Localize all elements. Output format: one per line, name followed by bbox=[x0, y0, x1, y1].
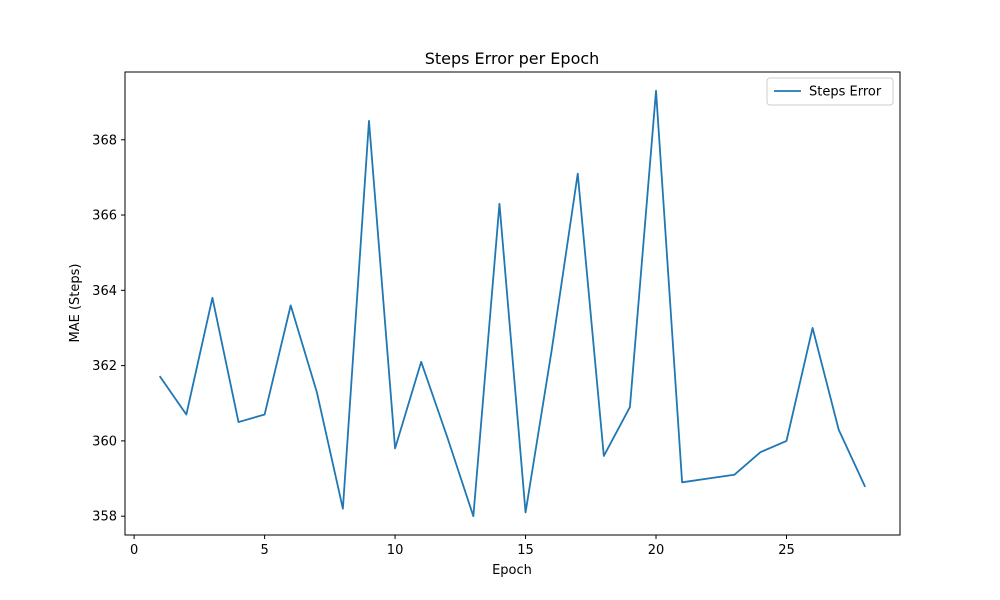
series-line-0 bbox=[158, 89, 866, 518]
x-tick-label-0: 0 bbox=[130, 543, 138, 558]
plot-area: 0 5 10 15 20 25 358 360 362 364 366 368 Steps Error bbox=[92, 71, 901, 558]
y-tick-label-2: 362 bbox=[92, 359, 117, 374]
x-tick-label-1: 5 bbox=[260, 543, 268, 558]
x-tick-label-2: 10 bbox=[387, 543, 404, 558]
legend: Steps Error bbox=[766, 77, 894, 106]
y-tick-label-0: 358 bbox=[92, 510, 117, 525]
y-tick-label-4: 366 bbox=[92, 209, 117, 224]
y-tick-label-1: 360 bbox=[92, 434, 117, 449]
y-tick-label-5: 368 bbox=[92, 133, 117, 148]
chart-title: Steps Error per Epoch bbox=[425, 49, 600, 68]
axes-frame bbox=[124, 71, 901, 536]
x-axis-label: Epoch bbox=[492, 563, 532, 578]
x-tick-label-3: 15 bbox=[517, 543, 534, 558]
x-tick-label-4: 20 bbox=[648, 543, 665, 558]
legend-label-0: Steps Error bbox=[809, 85, 882, 100]
x-tick-label-5: 25 bbox=[778, 543, 795, 558]
y-axis-label: MAE (Steps) bbox=[68, 264, 83, 343]
legend-box bbox=[766, 77, 894, 106]
y-tick-label-3: 364 bbox=[92, 284, 117, 299]
